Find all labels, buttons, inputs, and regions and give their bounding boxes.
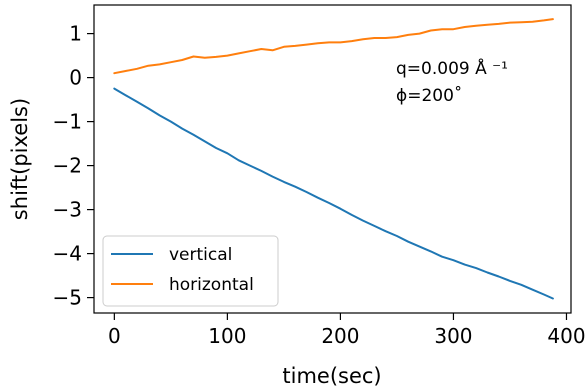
y-tick-label: −5: [53, 286, 82, 310]
y-tick-label: −1: [53, 110, 82, 134]
y-tick-label: −3: [53, 198, 82, 222]
x-tick-label: 200: [321, 324, 359, 348]
series-line-horizontal: [113, 18, 554, 75]
legend-label-horizontal: horizontal: [169, 275, 254, 295]
y-axis: 1 0 −1 −2 −3 −4 −5: [53, 22, 94, 310]
y-tick-label: −2: [53, 154, 82, 178]
legend-label-vertical: vertical: [169, 245, 232, 265]
y-tick-label: 0: [69, 66, 82, 90]
x-axis: 0 100 200 300 400: [108, 313, 586, 348]
x-tick-label: 100: [208, 324, 246, 348]
annotation-q: q=0.009 Å ⁻¹: [396, 57, 508, 79]
series-layer: [113, 18, 554, 300]
series-line-vertical: [113, 87, 554, 300]
y-tick-label: 1: [69, 22, 82, 46]
legend: vertical horizontal: [102, 235, 279, 307]
x-tick-label: 400: [547, 324, 585, 348]
x-tick-label: 0: [108, 324, 121, 348]
y-tick-label: −4: [53, 242, 82, 266]
annotation-phi: ϕ=200˚: [396, 85, 462, 106]
y-axis-label: shift(pixels): [8, 98, 32, 220]
x-axis-label: time(sec): [282, 364, 381, 388]
x-tick-label: 300: [434, 324, 472, 348]
